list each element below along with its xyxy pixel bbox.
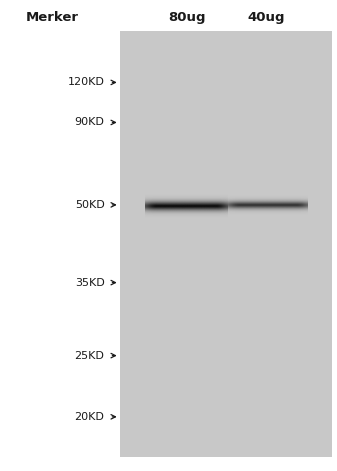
Text: 40ug: 40ug xyxy=(247,11,285,24)
Text: 25KD: 25KD xyxy=(74,350,104,361)
Text: 80ug: 80ug xyxy=(168,11,206,24)
Text: Merker: Merker xyxy=(26,11,79,24)
Text: 20KD: 20KD xyxy=(74,412,104,422)
Text: 90KD: 90KD xyxy=(74,117,104,128)
Bar xyxy=(120,31,332,457)
Text: 35KD: 35KD xyxy=(75,277,104,288)
Text: 50KD: 50KD xyxy=(75,200,104,210)
Text: 120KD: 120KD xyxy=(68,77,104,88)
